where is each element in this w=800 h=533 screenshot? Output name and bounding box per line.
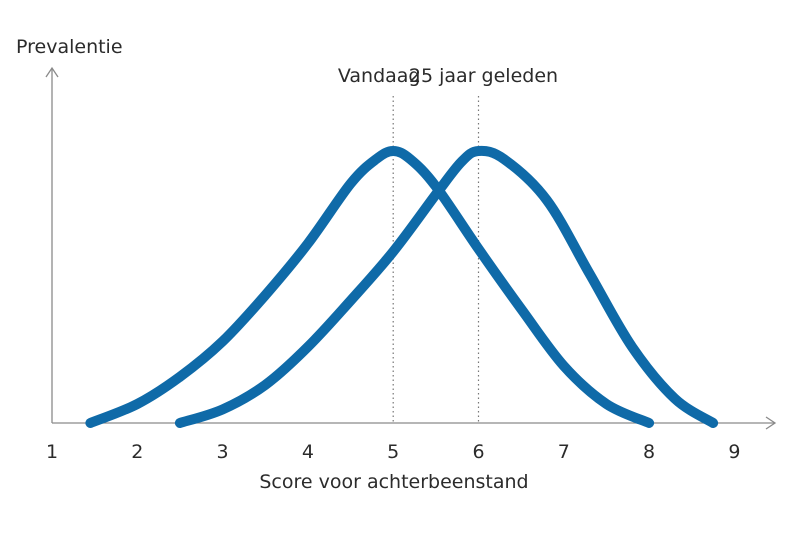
x-axis-label: Score voor achterbeenstand [259,471,528,493]
reference-label-1: Vandaag [338,65,421,87]
x-tick-label-5: 5 [387,441,399,463]
x-tick-label-2: 2 [131,441,143,463]
y-axis [45,66,59,423]
reference-label-2: 25 jaar geleden [409,65,558,87]
x-axis-arrow [765,416,777,430]
x-tick-label-9: 9 [728,441,740,463]
x-tick-label-1: 1 [46,441,58,463]
x-axis [52,416,777,430]
y-axis-arrow [45,66,59,78]
x-tick-label-3: 3 [217,441,229,463]
x-tick-label-6: 6 [472,441,484,463]
series-curve-2 [174,145,719,428]
x-tick-label-8: 8 [643,441,655,463]
x-tick-label-7: 7 [558,441,570,463]
y-axis-label: Prevalentie [16,36,123,58]
series-curves [85,145,719,428]
series-curve-1 [85,146,655,428]
x-tick-label-4: 4 [302,441,314,463]
x-tick-labels: 1 2 3 4 5 6 7 8 9 [46,441,740,463]
